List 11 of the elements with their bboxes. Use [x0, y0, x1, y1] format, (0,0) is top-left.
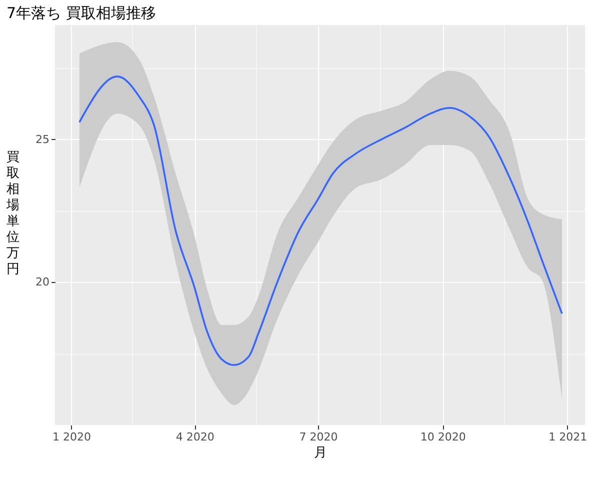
x-tick-label: 4 2020: [176, 430, 214, 444]
y-tick-label: 25: [36, 132, 50, 146]
x-tick-label: 1 2021: [548, 430, 588, 444]
x-tick-label: 7 2020: [299, 430, 338, 444]
y-tick-label: 20: [36, 276, 50, 289]
x-axis-title: 月: [314, 446, 327, 460]
x-tick-label: 1 2020: [52, 430, 92, 444]
y-axis-title: 買取相場単位万円: [6, 150, 20, 277]
chart-title: 7年落ち 買取相場推移: [6, 4, 156, 22]
line-series: [78, 76, 563, 366]
x-tick-label: 10 2020: [420, 430, 466, 444]
